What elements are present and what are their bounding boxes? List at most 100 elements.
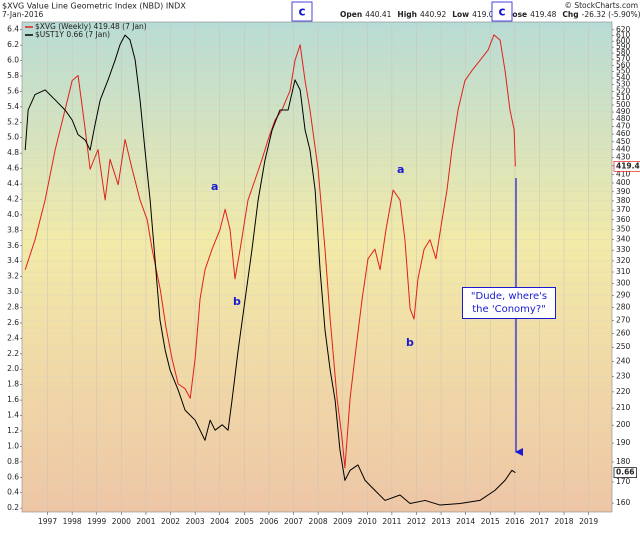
y2-tick-label: 300 <box>616 278 631 287</box>
y-tick-label: 2.6 <box>7 318 19 327</box>
quote-value: 440.92 <box>420 10 446 19</box>
x-tick-label: 1997 <box>38 517 57 526</box>
y2-tick-label: 330 <box>616 245 631 254</box>
y2-tick-label: 220 <box>616 387 631 396</box>
y2-tick-label: 460 <box>616 129 631 138</box>
quote-value: 419.00 <box>472 10 498 19</box>
y2-tick-label: 390 <box>616 187 631 196</box>
quote-label: Chg <box>562 10 578 19</box>
y-tick-label: 6.2 <box>7 40 19 49</box>
y-tick-label: 5.4 <box>7 102 19 111</box>
annotation: a <box>211 180 218 193</box>
y2-tick-label: 350 <box>616 225 631 234</box>
last-value-label: 0.66 <box>616 468 635 477</box>
y-tick-label: 4.0 <box>7 210 19 219</box>
y2-tick-label: 590 <box>616 42 631 51</box>
y2-tick-label: 270 <box>616 315 631 324</box>
y2-tick-label: 210 <box>616 403 631 412</box>
legend: $XVG (Weekly) 419.48 (7 Jan)$UST1Y 0.66 … <box>25 22 147 39</box>
callout: "Dude, where's the 'Conomy?" <box>462 287 556 319</box>
x-tick-label: 2015 <box>481 517 500 526</box>
y-tick-label: 1.0 <box>7 441 19 450</box>
y-tick-label: 4.6 <box>7 164 19 173</box>
x-tick-label: 2006 <box>259 517 278 526</box>
y2-tick-label: 600 <box>616 36 631 45</box>
y-tick-label: 5.6 <box>7 86 19 95</box>
y-tick-label: 6.0 <box>7 56 19 65</box>
legend-label: $XVG (Weekly) 419.48 (7 Jan) <box>35 22 147 31</box>
y2-tick-label: 520 <box>616 86 631 95</box>
y2-tick-label: 550 <box>616 67 631 76</box>
y-tick-label: 5.2 <box>7 117 19 126</box>
y2-tick-label: 570 <box>616 54 631 63</box>
quote-value: 440.41 <box>365 10 391 19</box>
x-tick-label: 2013 <box>432 517 451 526</box>
c-box <box>291 1 313 22</box>
lines <box>24 34 516 506</box>
annotation: c <box>298 5 305 19</box>
y-tick-label: 4.2 <box>7 194 19 203</box>
y-tick-label: 0.4 <box>7 488 19 497</box>
quote-label: High <box>397 10 417 19</box>
y-tick-label: 3.6 <box>7 241 19 250</box>
x-tick-label: 2017 <box>530 517 549 526</box>
x-tick-label: 2002 <box>161 517 180 526</box>
x-tick-label: 2016 <box>505 517 524 526</box>
y2-tick-label: 290 <box>616 290 631 299</box>
quote-label: Low <box>452 10 469 19</box>
y-tick-label: 4.8 <box>7 148 19 157</box>
x-tick-label: 2008 <box>309 517 328 526</box>
y2-tick-label: 180 <box>616 457 631 466</box>
x-tick-label: 2018 <box>554 517 573 526</box>
axes: 1997 1998 1999 2000 2001 2002 2003 2004 2005 2006… <box>7 25 640 526</box>
y2-tick-label: 380 <box>616 196 631 205</box>
x-tick-label: 2019 <box>579 517 598 526</box>
y-tick-label: 3.8 <box>7 225 19 234</box>
plot-area <box>21 21 613 513</box>
y-tick-label: 1.8 <box>7 380 19 389</box>
y-tick-label: 2.8 <box>7 303 19 312</box>
y2-tick-label: 490 <box>616 107 631 116</box>
y-tick-label: 3.2 <box>7 272 19 281</box>
x-tick-label: 2009 <box>333 517 352 526</box>
y2-tick-label: 540 <box>616 73 631 82</box>
y2-tick-label: 580 <box>616 48 631 57</box>
series-line <box>24 34 516 469</box>
y-tick-label: 0.8 <box>7 457 19 466</box>
x-tick-label: 2005 <box>235 517 254 526</box>
legend-label: $UST1Y 0.66 (7 Jan) <box>35 30 110 39</box>
y2-tick-label: 230 <box>616 371 631 380</box>
x-tick-label: 2000 <box>112 517 131 526</box>
y-tick-label: 3.4 <box>7 256 19 265</box>
y2-tick-label: 620 <box>616 25 631 34</box>
x-tick-label: 2003 <box>186 517 205 526</box>
quote-bar: Open 440.41 High 440.92 Low 419.00 Close 419.48… <box>340 10 640 19</box>
y2-tick-label: 610 <box>616 30 631 39</box>
annotation: a <box>397 163 404 176</box>
y2-tick-label: 250 <box>616 342 631 351</box>
y2-tick-label: 470 <box>616 122 631 131</box>
y2-tick-label: 560 <box>616 60 631 69</box>
y2-tick-label: 200 <box>616 420 631 429</box>
y2-tick-label: 370 <box>616 205 631 214</box>
y2-tick-label: 440 <box>616 145 631 154</box>
x-tick-label: 2014 <box>456 517 475 526</box>
quote-label: Open <box>340 10 362 19</box>
x-tick-label: 2007 <box>284 517 303 526</box>
y-tick-label: 1.6 <box>7 395 19 404</box>
quote-label: Close <box>504 10 527 19</box>
y2-tick-label: 190 <box>616 438 631 447</box>
y-tick-label: 6.4 <box>7 25 19 34</box>
y-tick-label: 5.8 <box>7 71 19 80</box>
c-box <box>491 1 513 22</box>
y-tick-label: 2.0 <box>7 364 19 373</box>
last-value-label: 419.48 <box>616 161 640 170</box>
x-tick-label: 2004 <box>210 517 229 526</box>
y2-tick-label: 360 <box>616 215 631 224</box>
annotation: b <box>233 295 241 308</box>
y-tick-label: 0.2 <box>7 503 19 512</box>
quote-value: 419.48 <box>530 10 556 19</box>
chart-date: 7-Jan-2016 <box>2 10 43 19</box>
